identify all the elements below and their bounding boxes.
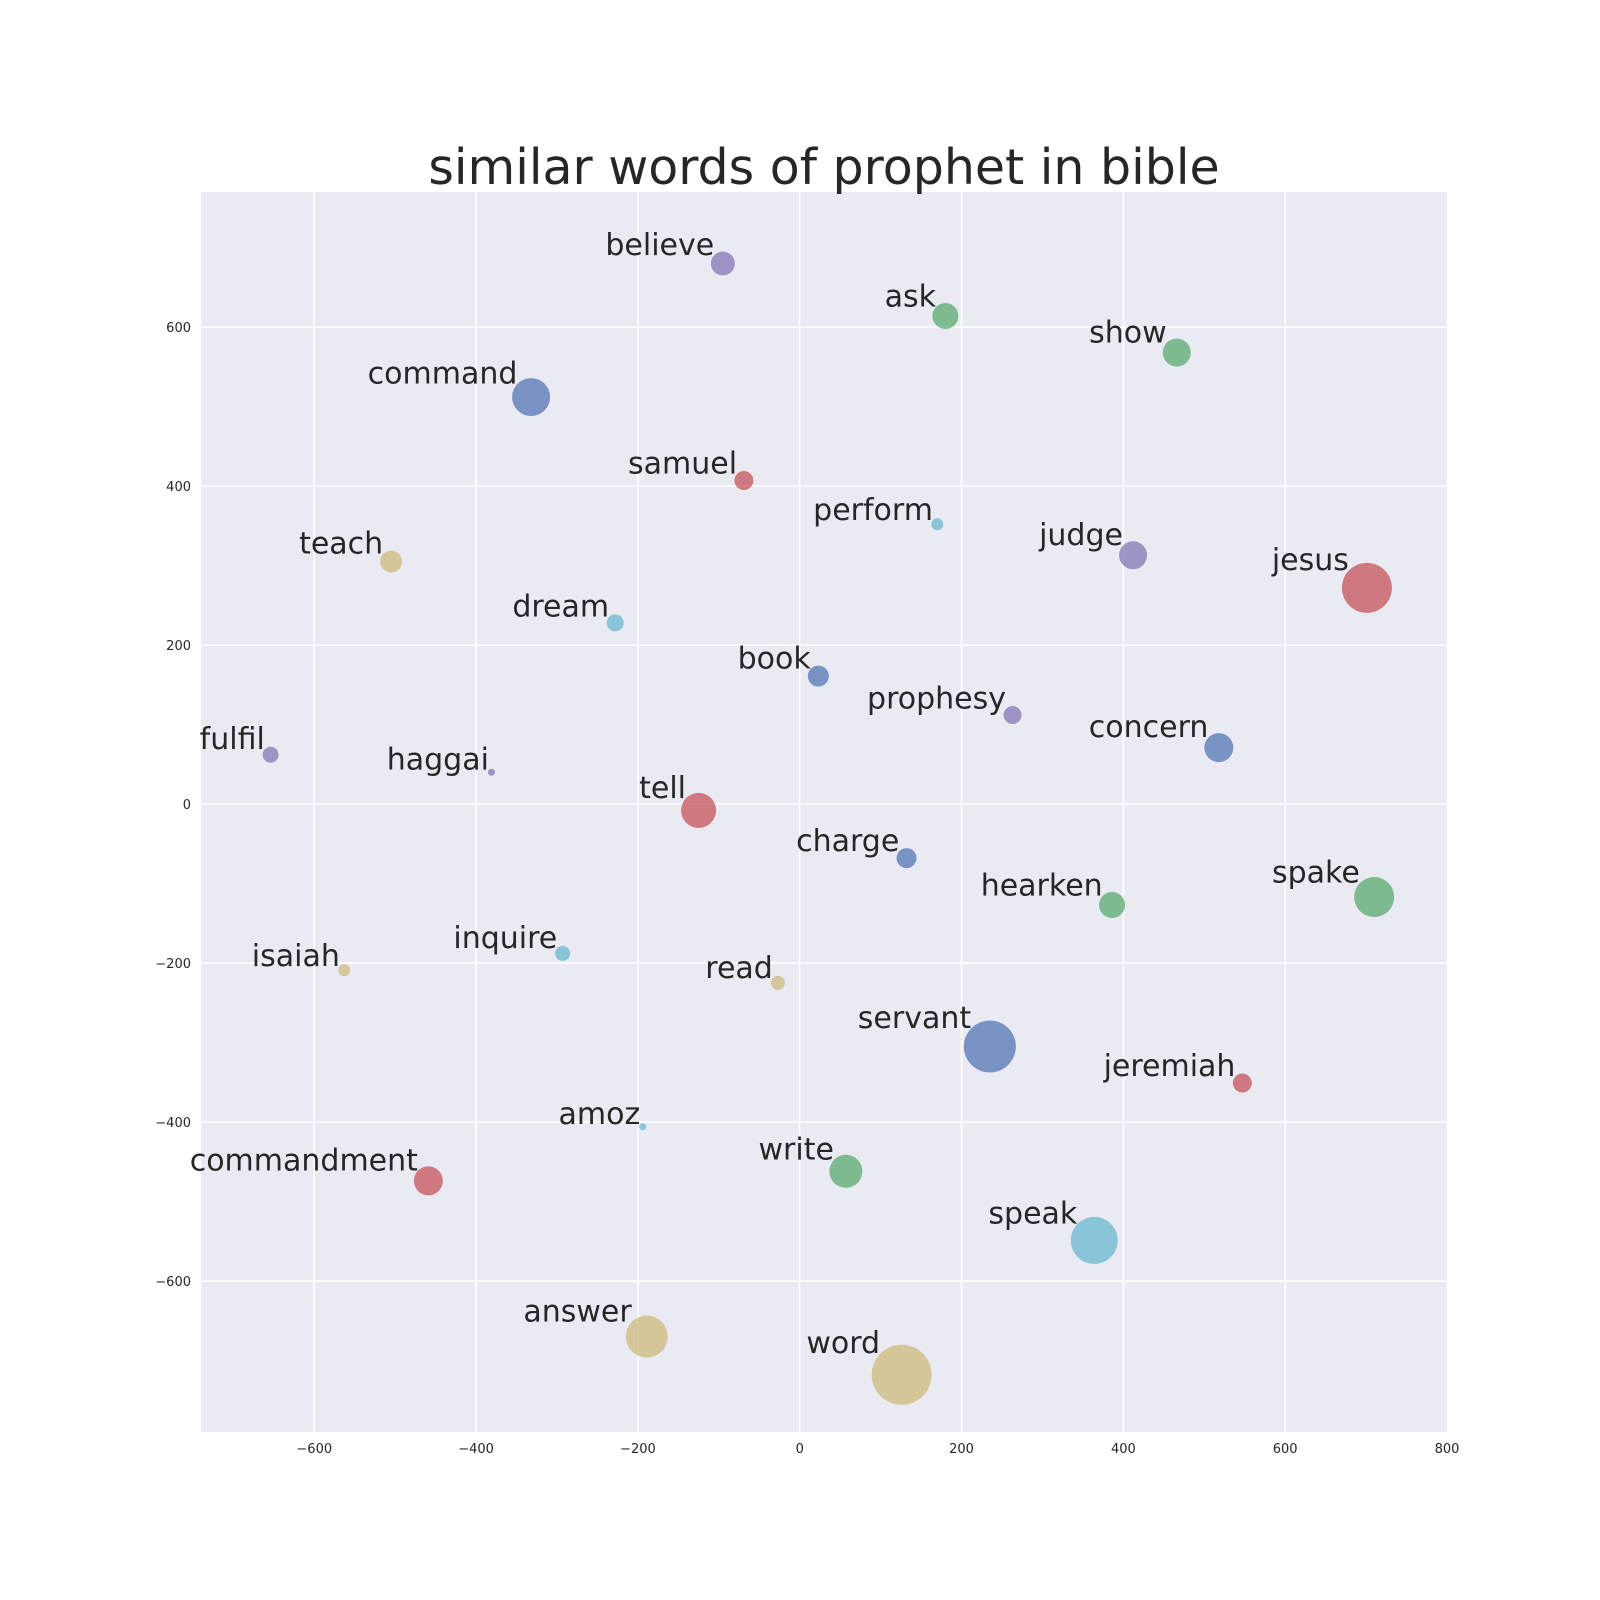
point-command — [512, 378, 551, 417]
point-label-dream: dream — [512, 590, 609, 625]
point-believe — [710, 251, 735, 276]
point-label-concern: concern — [1089, 710, 1209, 745]
point-inquire — [555, 945, 571, 961]
point-teach — [380, 550, 403, 573]
point-hearken — [1099, 892, 1126, 918]
x-tick-label: 800 — [1435, 1442, 1460, 1457]
point-label-ask: ask — [885, 280, 937, 315]
point-label-commandment: commandment — [190, 1143, 418, 1178]
point-dream — [606, 614, 624, 632]
point-charge — [896, 848, 917, 869]
point-label-hearken: hearken — [981, 869, 1103, 904]
chart-title: similar words of prophet in bible — [428, 139, 1219, 196]
x-tick-label: 400 — [1111, 1442, 1136, 1457]
point-show — [1162, 338, 1191, 367]
x-tick-label: 200 — [949, 1442, 974, 1457]
point-label-tell: tell — [639, 771, 686, 806]
point-fulfil — [262, 746, 279, 763]
plot-background — [201, 192, 1447, 1432]
point-label-servant: servant — [858, 1001, 972, 1036]
x-tick-label: 0 — [796, 1442, 804, 1457]
point-jesus — [1341, 562, 1392, 613]
point-jeremiah — [1232, 1073, 1252, 1093]
point-label-write: write — [759, 1132, 834, 1167]
point-label-answer: answer — [523, 1294, 632, 1329]
point-label-command: command — [368, 356, 518, 391]
point-concern — [1204, 733, 1234, 763]
point-book — [807, 665, 829, 687]
point-haggai — [487, 768, 495, 776]
point-label-show: show — [1089, 315, 1167, 350]
y-tick-label: 0 — [183, 798, 191, 813]
point-isaiah — [338, 964, 351, 977]
point-write — [829, 1154, 863, 1188]
point-amoz — [639, 1123, 647, 1131]
x-tick-label: −200 — [620, 1442, 656, 1457]
point-labels: believe ask show command samuel perform teach j… — [190, 228, 1360, 1361]
x-tick-label: −600 — [296, 1442, 332, 1457]
point-answer — [625, 1315, 668, 1358]
point-judge — [1119, 541, 1148, 570]
y-tick-label: −400 — [155, 1116, 191, 1131]
point-label-perform: perform — [813, 493, 933, 528]
data-points — [262, 251, 1395, 1405]
point-label-charge: charge — [796, 824, 899, 859]
point-label-read: read — [705, 951, 773, 986]
point-label-amoz: amoz — [559, 1097, 641, 1132]
x-axis-ticks: −600 −400 −200 0 200 400 600 800 — [296, 1442, 1459, 1457]
point-speak — [1070, 1216, 1118, 1264]
point-label-fulfil: fulfil — [200, 722, 265, 757]
point-word — [871, 1344, 932, 1405]
point-label-prophesy: prophesy — [867, 682, 1006, 717]
point-label-jeremiah: jeremiah — [1103, 1049, 1236, 1084]
point-label-isaiah: isaiah — [252, 939, 340, 974]
point-read — [770, 975, 785, 990]
y-tick-label: −200 — [155, 957, 191, 972]
point-prophesy — [1003, 706, 1022, 725]
y-tick-label: 200 — [166, 639, 191, 654]
y-tick-label: 400 — [166, 480, 191, 495]
y-tick-label: 600 — [166, 321, 191, 336]
point-perform — [931, 518, 944, 531]
point-spake — [1354, 877, 1395, 918]
point-label-haggai: haggai — [387, 743, 489, 778]
x-tick-label: 600 — [1273, 1442, 1298, 1457]
x-tick-label: −400 — [458, 1442, 494, 1457]
point-label-word: word — [806, 1326, 880, 1361]
point-label-spake: spake — [1272, 856, 1360, 891]
point-samuel — [734, 471, 754, 491]
point-label-judge: judge — [1038, 518, 1123, 553]
point-commandment — [413, 1166, 443, 1196]
point-tell — [681, 792, 717, 828]
point-ask — [932, 303, 959, 329]
point-label-inquire: inquire — [453, 921, 557, 956]
y-tick-label: −600 — [155, 1275, 191, 1290]
grid-lines — [201, 192, 1447, 1432]
point-label-teach: teach — [299, 527, 383, 562]
point-label-speak: speak — [988, 1197, 1078, 1232]
y-axis-ticks: 600 400 200 0 −200 −400 −600 — [155, 321, 191, 1290]
point-label-book: book — [738, 642, 812, 677]
point-servant — [963, 1020, 1016, 1073]
point-label-jesus: jesus — [1271, 543, 1349, 578]
point-label-samuel: samuel — [628, 447, 737, 482]
point-label-believe: believe — [605, 228, 714, 263]
